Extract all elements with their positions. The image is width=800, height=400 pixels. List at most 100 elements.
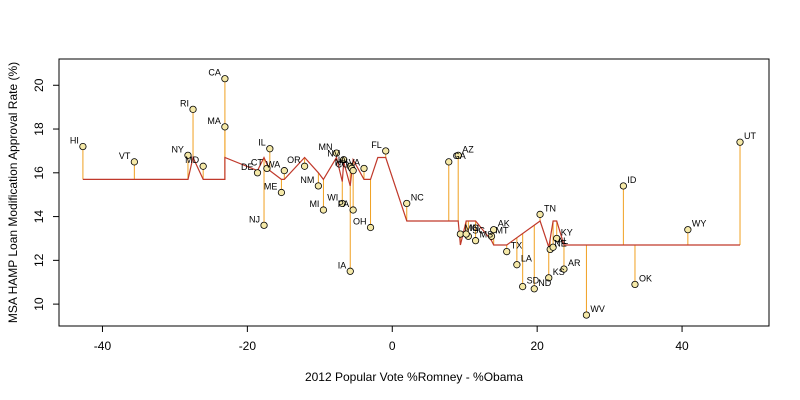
point-label-ct: CT: [251, 157, 263, 167]
point-nc: [403, 199, 411, 208]
x-tick-label: 0: [389, 339, 396, 353]
point-label-co: CO: [336, 160, 350, 170]
point-label-tx: TX: [511, 241, 523, 251]
x-axis-label: 2012 Popular Vote %Romney - %Obama: [305, 370, 523, 384]
point-label-ar: AR: [568, 258, 581, 268]
point-label-ky: KY: [561, 227, 573, 237]
y-tick-label: 18: [32, 122, 46, 136]
point-nd: [530, 285, 538, 293]
point-al: [549, 243, 557, 251]
point-mi: [319, 206, 328, 214]
point-label-nv: NV: [327, 149, 340, 159]
point-wa: [280, 167, 288, 175]
x-axis: -40 -20 0 20 40: [94, 326, 689, 353]
point-label-nh: NH: [335, 157, 348, 167]
y-axis: 10 12 14 16 18 20: [32, 78, 59, 311]
y-tick-label: 12: [32, 253, 46, 267]
point-pa: [349, 206, 357, 214]
y-tick-label: 20: [32, 78, 46, 92]
point-label-ok: OK: [639, 273, 652, 283]
point-nj: [260, 221, 268, 229]
point-ri: [189, 105, 197, 113]
point-label-md: MD: [185, 155, 199, 165]
point-md: [199, 162, 207, 170]
x-tick-label: -40: [94, 339, 112, 353]
point-hi: [79, 142, 87, 151]
point-ga: [445, 158, 453, 166]
point-label-me: ME: [264, 182, 278, 192]
point-label-tn: TN: [544, 203, 556, 213]
x-tick-label: -20: [239, 339, 257, 353]
point-ks: [545, 274, 553, 282]
point-tx: [503, 247, 511, 256]
point-label-or: OR: [287, 155, 301, 165]
point-label-id: ID: [627, 175, 637, 185]
y-tick-label: 16: [32, 166, 46, 180]
point-label-hi: HI: [70, 136, 79, 146]
point-label-mt: MT: [496, 225, 509, 235]
point-label-nd: ND: [538, 278, 551, 288]
point-ky: [553, 234, 561, 243]
point-label-ak: AK: [498, 219, 510, 229]
point-la: [513, 261, 521, 269]
point-va: [360, 164, 368, 173]
point-label-mo: MO: [464, 223, 479, 233]
point-label-ut: UT: [744, 131, 756, 141]
point-label-oh: OH: [353, 217, 367, 227]
point-me: [277, 188, 286, 197]
point-label-ma: MA: [207, 116, 221, 126]
y-axis-label: MSA HAMP Loan Modification Approval Rate…: [6, 62, 20, 323]
point-label-al: AL: [557, 236, 568, 246]
point-label-fl: FL: [371, 140, 382, 150]
point-in: [462, 230, 470, 238]
point-ct: [263, 164, 271, 173]
point-label-in: IN: [470, 223, 479, 233]
point-label-vt: VT: [119, 151, 131, 161]
point-fl: [382, 147, 390, 155]
point-oh: [366, 223, 375, 232]
point-label-wi: WI: [327, 192, 338, 202]
point-label-ia: IA: [338, 155, 347, 165]
point-label-sd: SD: [527, 276, 540, 286]
point-label-il: IL: [258, 138, 266, 148]
point-ny: [184, 151, 192, 159]
point-label-ri: RI: [180, 98, 189, 108]
point-nm: [314, 182, 322, 190]
y-tick-label: 14: [32, 210, 46, 224]
data-points: [79, 75, 744, 319]
x-tick-label: 40: [675, 339, 689, 353]
point-label-sc: SC: [472, 225, 485, 235]
point-label-ia: IA: [338, 260, 347, 270]
point-de: [253, 169, 262, 177]
point-wy: [684, 226, 692, 234]
y-tick-label: 10: [32, 297, 46, 311]
point-wv: [582, 311, 591, 319]
point-label-de: DE: [241, 162, 254, 172]
point-label-ga: GA: [453, 151, 466, 161]
point-ms: [471, 237, 480, 245]
plot-frame: [58, 58, 770, 327]
point-ia: [346, 267, 354, 275]
point-label-mi: MI: [309, 199, 319, 209]
point-az: [454, 151, 462, 159]
point-ok: [631, 280, 639, 289]
point-sd: [519, 283, 527, 291]
point-co: [349, 167, 357, 175]
point-label-mn: MN: [318, 142, 332, 152]
point-ca: [221, 75, 229, 83]
point-labels: HIVTNYMDRICAMADECTILWAMENJORNMMIMNNVIAWI…: [70, 68, 757, 314]
point-label-ks: KS: [553, 267, 565, 277]
point-label-ca: CA: [208, 68, 221, 78]
point-wi: [338, 199, 346, 208]
point-ut: [736, 138, 744, 146]
point-label-wa: WA: [266, 160, 280, 170]
point-ak: [490, 226, 498, 234]
point-ar: [560, 265, 568, 273]
fit-line: [82, 155, 740, 248]
point-label-az: AZ: [462, 144, 474, 154]
point-label-ms: MS: [480, 230, 494, 240]
point-id: [619, 182, 627, 190]
point-label-wv: WV: [590, 304, 605, 314]
point-label-nc: NC: [411, 192, 424, 202]
